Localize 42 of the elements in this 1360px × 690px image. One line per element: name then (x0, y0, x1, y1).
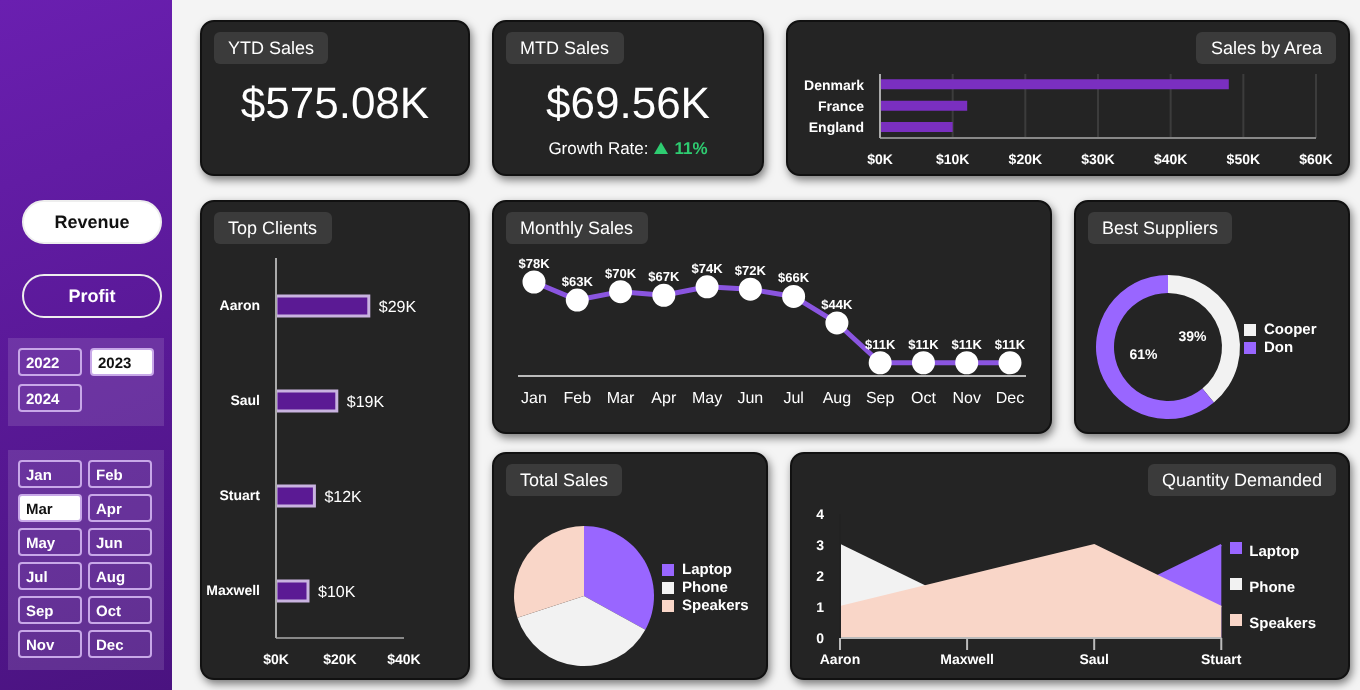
x-tick-label: Dec (995, 389, 1025, 408)
text: Profit (22, 274, 162, 318)
chart-title: Sales by Area (1196, 32, 1336, 64)
x-tick-label: Aug (822, 389, 852, 408)
bar (880, 122, 953, 132)
x-tick-label: Oct (911, 389, 938, 408)
text: Revenue (22, 200, 162, 244)
x-tick-label: Jul (783, 389, 805, 408)
x-tick-label: May (691, 389, 723, 408)
donut-slice (1168, 275, 1240, 403)
chart-title: Monthly Sales (506, 212, 648, 244)
text: Growth Rate: (548, 138, 649, 158)
text: $69.56K (544, 78, 712, 130)
x-tick-label: Feb (563, 389, 593, 408)
text: MTD Sales (506, 32, 624, 64)
text: $575.08K (238, 78, 432, 130)
bar (276, 389, 339, 413)
bar (276, 294, 371, 318)
text: 11% (674, 138, 708, 158)
x-tick-label: Nov (952, 389, 981, 408)
chart-title: Total Sales (506, 464, 623, 496)
data-label: $10K (318, 582, 357, 601)
chart-title: Quantity Demanded (1147, 464, 1336, 496)
bar (880, 100, 968, 111)
pie-slice (514, 526, 584, 618)
x-tick-label: Jan (521, 389, 547, 408)
text: YTD Sales (214, 32, 329, 64)
pie-slice (584, 526, 654, 630)
chart-title: Top Clients (214, 212, 332, 244)
data-label: $12K (324, 487, 364, 506)
chart-title: Best Suppliers (1088, 212, 1233, 244)
x-tick-label: Jun (737, 389, 764, 408)
x-tick-label: Apr (651, 389, 677, 408)
x-tick-label: Mar (606, 389, 635, 408)
data-label: $29K (378, 297, 418, 316)
bar (276, 579, 310, 603)
bar (276, 484, 316, 508)
pie-slice (517, 596, 646, 666)
bar (880, 79, 1229, 90)
donut-slice (1096, 275, 1214, 419)
data-label: $19K (346, 392, 386, 411)
x-tick-label: Sep (865, 389, 896, 408)
